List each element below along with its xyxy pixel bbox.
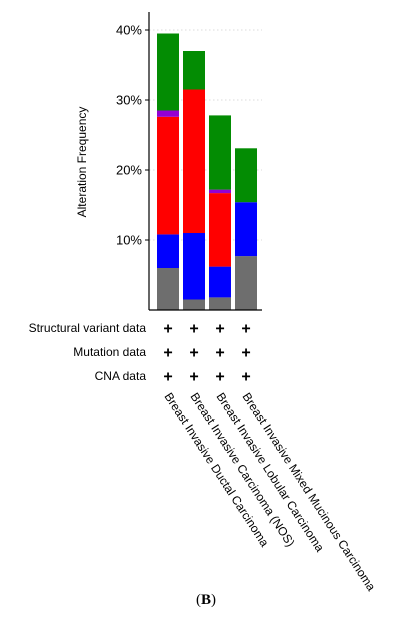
grid-lines	[149, 29, 262, 241]
profile-mark: +	[189, 345, 198, 362]
bar-segment-1-2	[157, 234, 179, 268]
y-tick-label: 20%	[116, 163, 142, 178]
y-tick-label: 40%	[116, 23, 142, 38]
profile-rows: Structural variant data + + + + Mutation data…	[29, 321, 251, 386]
profile-mark: +	[215, 321, 224, 338]
bar-stacks	[157, 33, 257, 310]
profile-mark: +	[215, 345, 224, 362]
y-tick-label: 10%	[116, 233, 142, 248]
profile-row-label: Mutation data	[73, 345, 146, 359]
profile-mark: +	[163, 369, 172, 386]
profile-row-label: Structural variant data	[29, 321, 147, 335]
profile-mark: +	[241, 369, 250, 386]
bar-segment-1-5	[157, 33, 179, 111]
category-label: Breast Invasive Lobular Carcinoma	[213, 390, 327, 555]
profile-mark: +	[241, 321, 250, 338]
axes	[148, 12, 262, 311]
bar-segment-1-3	[157, 116, 179, 235]
bar-segment-2-2	[183, 233, 205, 300]
y-ticks: 10% 20% 30% 40%	[116, 23, 149, 248]
bar-segment-3-2	[209, 266, 231, 298]
bar-segment-1-4	[157, 110, 179, 117]
figure-caption: (B)	[196, 592, 216, 608]
bar-segment-2-1	[183, 299, 205, 310]
profile-mark: +	[241, 345, 250, 362]
profile-mark: +	[163, 345, 172, 362]
bar-segment-3-4	[209, 189, 231, 194]
bar-segment-2-3	[183, 89, 205, 233]
bar-segment-2-5	[183, 51, 205, 90]
y-axis-title: Alteration Frequency	[75, 107, 89, 218]
profile-mark: +	[189, 369, 198, 386]
bar-segment-4-5	[235, 148, 257, 203]
bar-segment-3-5	[209, 115, 231, 190]
bar-segment-4-2	[235, 202, 257, 257]
bar-segment-4-1	[235, 256, 257, 310]
profile-row-label: CNA data	[95, 369, 147, 383]
bar-segment-3-1	[209, 297, 231, 310]
bar-segment-3-3	[209, 193, 231, 267]
profile-mark: +	[163, 321, 172, 338]
profile-mark: +	[215, 369, 224, 386]
category-label: Breast Invasive Carcinoma (NOS)	[187, 390, 297, 549]
profile-mark: +	[189, 321, 198, 338]
bar-segment-1-1	[157, 268, 179, 310]
y-tick-label: 30%	[116, 93, 142, 108]
